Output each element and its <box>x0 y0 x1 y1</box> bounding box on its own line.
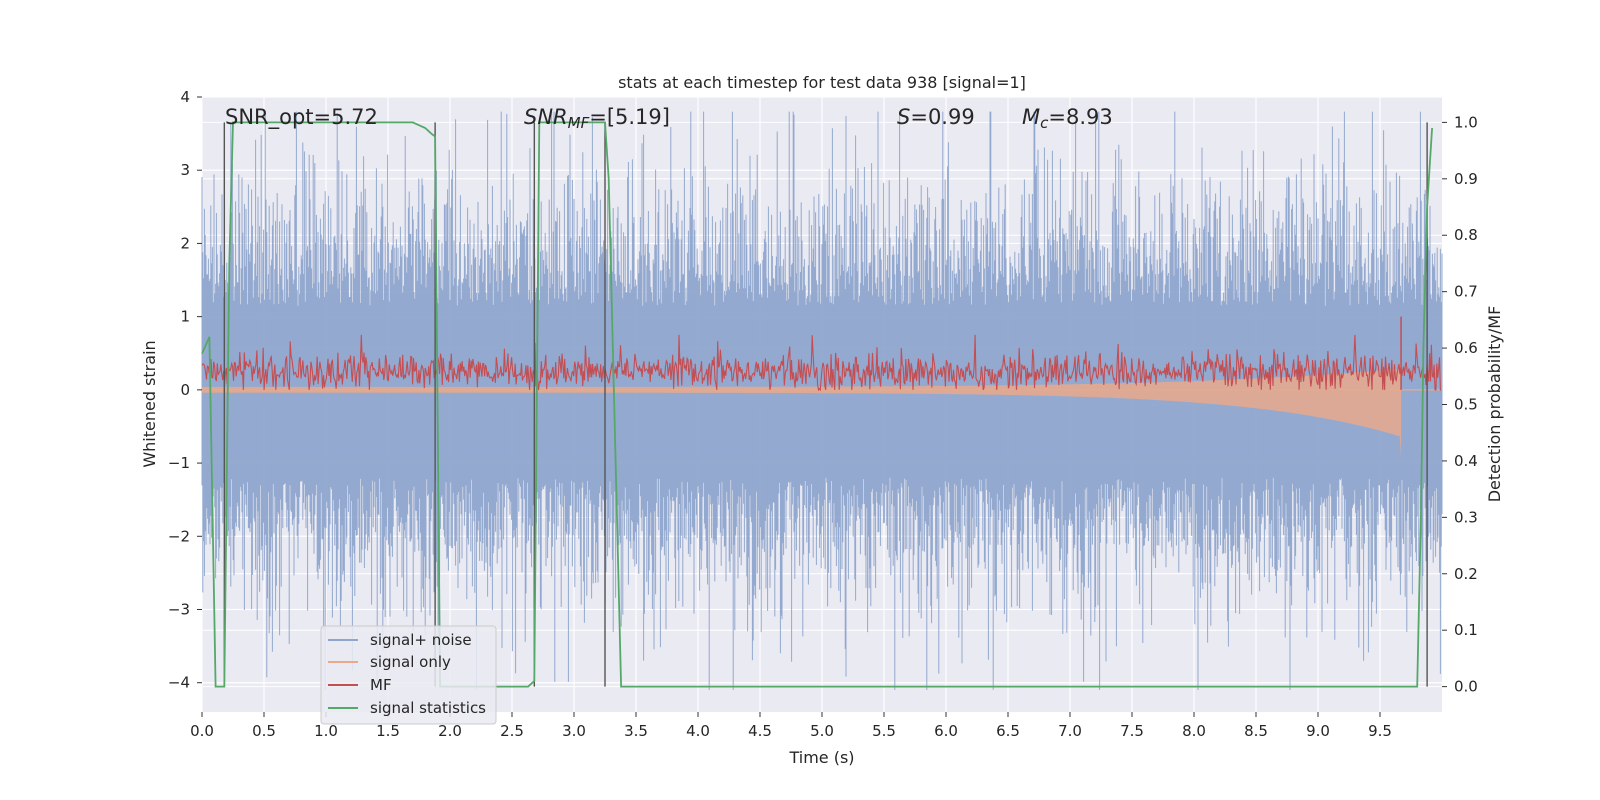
y-tick-label-1: 3 <box>180 161 190 179</box>
y-axis-ticks: 4 3 2 1 0 −1 −2 −3 −4 <box>168 88 202 692</box>
legend-label-mf: MF <box>370 676 392 694</box>
y2-tick-label-8: 0.2 <box>1454 565 1478 583</box>
x-tick-label-17: 8.5 <box>1244 722 1268 740</box>
y-tick-label-5: −1 <box>168 454 190 472</box>
legend-label-signal-statistics: signal statistics <box>370 699 486 717</box>
x-axis-ticks: 0.0 0.5 1.0 1.5 2.0 2.5 3.0 3.5 4.0 4.5 5.0 5.5 6.0 6… <box>190 712 1392 740</box>
legend-label-signal-noise: signal+ noise <box>370 631 472 649</box>
y2-tick-label-5: 0.5 <box>1454 396 1478 414</box>
y-tick-label-0: 4 <box>180 88 190 106</box>
legend: signal+ noise signal only MF signal stat… <box>320 625 497 725</box>
y2-axis-ticks: 1.0 0.9 0.8 0.7 0.6 0.5 0.4 0.3 0.2 0.1 0.0 <box>1442 113 1478 696</box>
x-tick-label-18: 9.0 <box>1306 722 1330 740</box>
annotation-snr-mf: SNRMF=[5.19] <box>524 105 670 132</box>
y2-tick-label-1: 0.9 <box>1454 170 1478 188</box>
mf-series <box>201 316 1442 392</box>
mc-symbol: M <box>1022 105 1040 129</box>
x-tick-label-16: 8.0 <box>1182 722 1206 740</box>
y-tick-label-6: −2 <box>168 527 190 545</box>
y2-tick-label-2: 0.8 <box>1454 226 1478 244</box>
x-tick-label-11: 5.5 <box>872 722 896 740</box>
x-axis-label: Time (s) <box>788 748 854 767</box>
mf-trace <box>201 334 1442 392</box>
y2-tick-label-7: 0.3 <box>1454 508 1478 526</box>
x-tick-label-15: 7.5 <box>1120 722 1144 740</box>
y-tick-label-4: 0 <box>180 381 190 399</box>
x-tick-label-0: 0.0 <box>190 722 214 740</box>
x-tick-label-9: 4.5 <box>748 722 772 740</box>
x-tick-label-19: 9.5 <box>1368 722 1392 740</box>
annotation-snr-opt: SNR_opt=5.72 <box>225 105 378 130</box>
s-symbol: S <box>897 105 910 129</box>
x-tick-label-10: 5.0 <box>810 722 834 740</box>
y-tick-label-2: 2 <box>180 234 190 252</box>
y2-tick-label-3: 0.7 <box>1454 283 1478 301</box>
chart-title: stats at each timestep for test data 938… <box>618 73 1026 92</box>
x-tick-label-6: 3.0 <box>562 722 586 740</box>
annotation-s: S=0.99 <box>897 105 975 129</box>
legend-label-signal-only: signal only <box>370 653 451 671</box>
snr-mf-symbol: SNR <box>524 105 568 129</box>
x-tick-label-2: 1.0 <box>314 722 338 740</box>
x-tick-label-13: 6.5 <box>996 722 1020 740</box>
x-tick-label-12: 6.0 <box>934 722 958 740</box>
x-tick-label-5: 2.5 <box>500 722 524 740</box>
y-tick-label-3: 1 <box>180 308 190 326</box>
mc-value: =8.93 <box>1048 105 1112 129</box>
x-tick-label-3: 1.5 <box>376 722 400 740</box>
x-tick-label-7: 3.5 <box>624 722 648 740</box>
x-tick-label-8: 4.0 <box>686 722 710 740</box>
y2-axis-label: Detection probability/MF <box>1485 306 1504 503</box>
y2-tick-label-0: 1.0 <box>1454 113 1478 131</box>
y-axis-label: Whitened strain <box>140 340 159 467</box>
snr-mf-subscript: MF <box>568 114 590 132</box>
annotation-mc: Mc=8.93 <box>1022 105 1113 132</box>
y2-tick-label-10: 0.0 <box>1454 678 1478 696</box>
y-tick-label-8: −4 <box>168 674 190 692</box>
signal-only-series <box>202 353 1442 460</box>
y2-tick-label-9: 0.1 <box>1454 621 1478 639</box>
x-tick-label-14: 7.0 <box>1058 722 1082 740</box>
x-tick-label-1: 0.5 <box>252 722 276 740</box>
s-value: =0.99 <box>910 105 974 129</box>
x-tick-label-4: 2.0 <box>438 722 462 740</box>
mc-subscript: c <box>1040 114 1049 132</box>
legend-box <box>320 625 497 725</box>
signal-statistics-series <box>201 121 1433 688</box>
y2-tick-label-6: 0.4 <box>1454 452 1478 470</box>
y-tick-label-7: −3 <box>168 601 190 619</box>
signal-statistics-line <box>201 121 1433 688</box>
snr-mf-value: =[5.19] <box>589 105 670 129</box>
y2-tick-label-4: 0.6 <box>1454 339 1478 357</box>
